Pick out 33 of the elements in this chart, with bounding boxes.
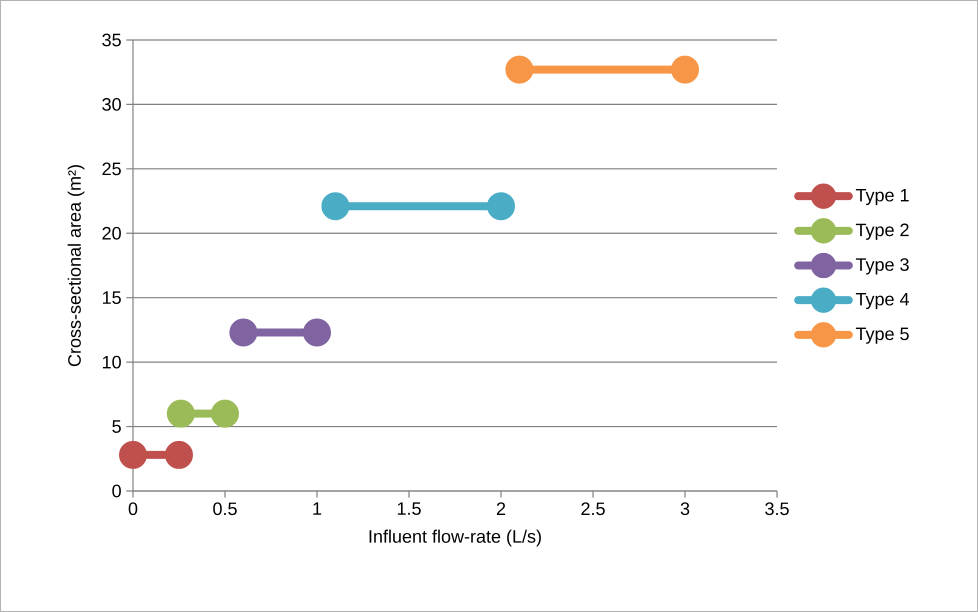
point <box>302 318 331 347</box>
y-tick-label: 5 <box>112 420 121 433</box>
y-tick-label: 20 <box>102 226 121 240</box>
point <box>505 56 534 84</box>
x-tick-label: 0.5 <box>213 502 237 516</box>
y-tick-label: 30 <box>102 98 121 111</box>
legend-label: Type 4 <box>856 292 910 310</box>
x-tick-label: 1 <box>313 502 322 515</box>
point <box>487 192 516 220</box>
x-tick-label: 2.5 <box>581 502 605 516</box>
y-tick-label: 15 <box>102 291 121 304</box>
point <box>118 440 147 469</box>
y-axis-title: Cross-sectional area (m²) <box>68 165 84 366</box>
x-axis-title: Influent flow-rate (L/s) <box>370 530 541 546</box>
point <box>164 440 193 469</box>
point <box>166 400 195 428</box>
point <box>671 56 700 84</box>
y-tick-label: 35 <box>102 34 121 46</box>
x-tick-label: 1.5 <box>398 502 421 515</box>
legend-label: Type 5 <box>856 328 909 344</box>
x-tick-label: 3 <box>680 502 690 516</box>
y-tick-label: 25 <box>102 162 121 176</box>
legend-label: Type 1 <box>856 188 909 206</box>
point <box>321 192 350 220</box>
point <box>210 400 239 428</box>
x-tick-label: 0 <box>128 502 138 516</box>
y-tick-label: 0 <box>112 484 121 498</box>
y-tick-label: 10 <box>102 356 121 369</box>
point <box>229 318 258 347</box>
legend-label: Type 3 <box>856 258 909 275</box>
legend-label: Type 2 <box>856 224 909 240</box>
x-tick-label: 3.5 <box>765 502 789 516</box>
x-tick-label: 2 <box>496 502 506 515</box>
